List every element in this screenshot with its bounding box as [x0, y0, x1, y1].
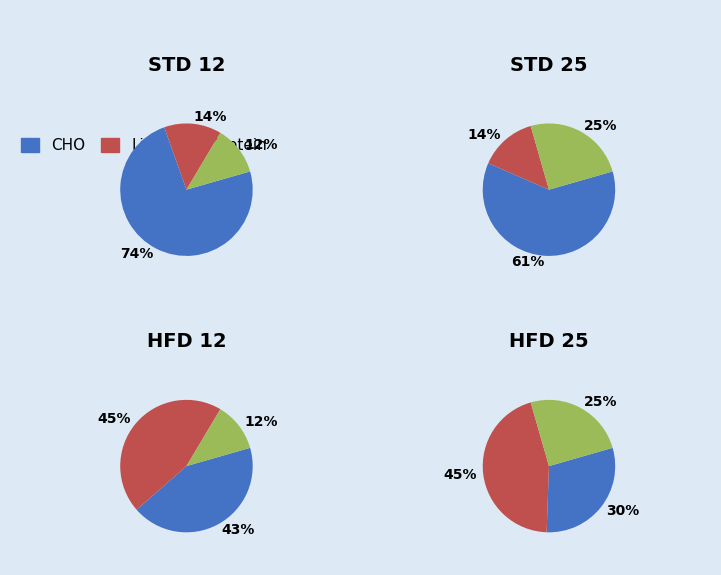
Wedge shape [136, 448, 252, 532]
Text: 12%: 12% [244, 138, 278, 152]
Text: 61%: 61% [510, 255, 544, 269]
Wedge shape [187, 409, 250, 466]
Text: 43%: 43% [221, 523, 255, 537]
Text: STD 12: STD 12 [148, 56, 225, 75]
Wedge shape [483, 163, 615, 256]
Wedge shape [531, 124, 613, 190]
Text: 45%: 45% [443, 468, 477, 482]
Text: 74%: 74% [120, 247, 153, 262]
Text: 14%: 14% [193, 110, 227, 124]
Wedge shape [488, 126, 549, 190]
Text: 45%: 45% [97, 412, 131, 427]
Text: STD 25: STD 25 [510, 56, 588, 75]
Wedge shape [120, 400, 221, 509]
Wedge shape [187, 133, 250, 190]
Text: 14%: 14% [467, 128, 501, 142]
Legend: CHO, Lipid, Protein: CHO, Lipid, Protein [21, 138, 267, 154]
Text: 25%: 25% [584, 119, 618, 133]
Text: HFD 12: HFD 12 [146, 332, 226, 351]
Wedge shape [547, 448, 615, 532]
Text: 25%: 25% [584, 396, 618, 409]
Wedge shape [531, 400, 613, 466]
Text: 30%: 30% [606, 504, 640, 518]
Wedge shape [483, 402, 549, 532]
Text: HFD 25: HFD 25 [509, 332, 589, 351]
Wedge shape [164, 124, 221, 190]
Text: 12%: 12% [244, 415, 278, 428]
Wedge shape [120, 127, 252, 256]
